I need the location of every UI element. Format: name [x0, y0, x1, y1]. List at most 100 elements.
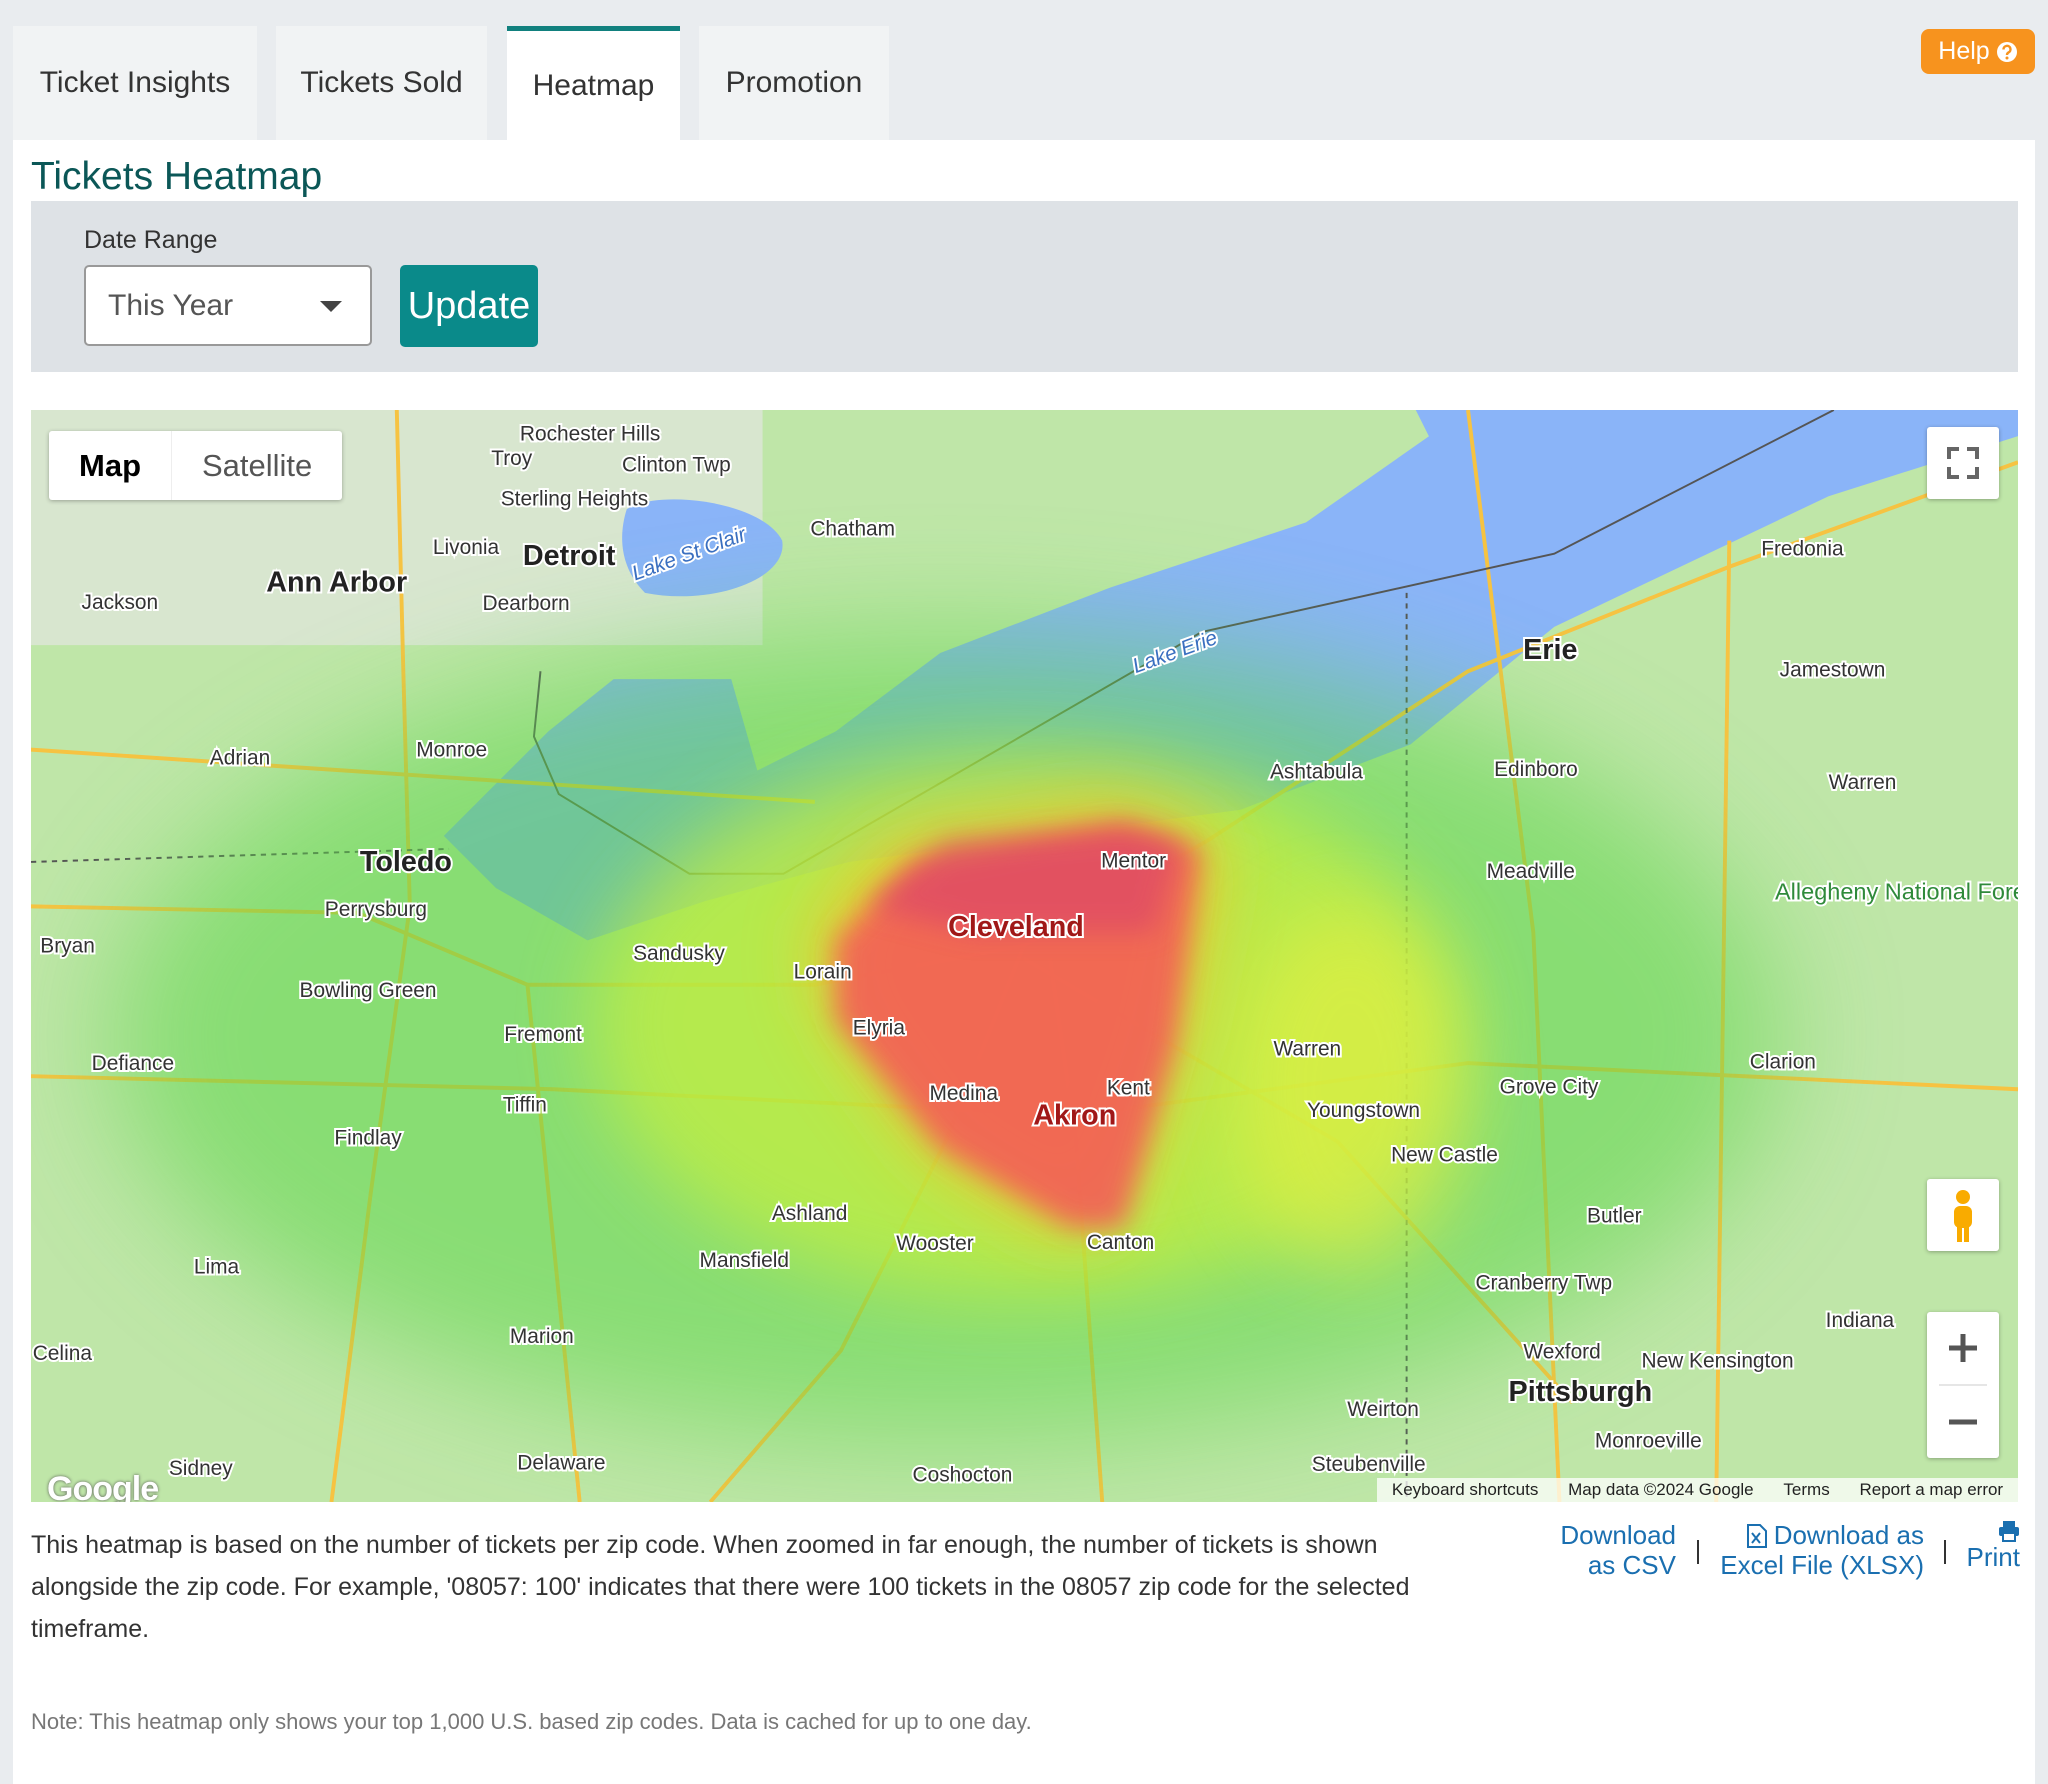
tab[interactable]: Ticket Insights	[13, 26, 257, 140]
download-csv[interactable]: Download as CSV	[1560, 1520, 1676, 1580]
map-type-map[interactable]: Map	[79, 447, 141, 483]
map-label: Erie	[1523, 634, 1577, 666]
page-title: Tickets Heatmap	[31, 155, 323, 198]
map-label: Mentor	[1101, 849, 1166, 872]
map-label: Fredonia	[1761, 537, 1844, 560]
map-label: Wooster	[896, 1232, 973, 1255]
footer-text: Map data ©2024 Google	[1568, 1480, 1754, 1499]
map-label: Cranberry Twp	[1475, 1271, 1612, 1294]
map-label: New Kensington	[1641, 1350, 1793, 1373]
help-label: Help	[1938, 37, 1990, 65]
pegman[interactable]	[1927, 1179, 1999, 1251]
date-range-select[interactable]: This Year	[84, 265, 372, 346]
zoom-in[interactable]	[1949, 1334, 1977, 1362]
fullscreen-icon	[1947, 447, 1979, 479]
map-label: Detroit	[523, 540, 616, 572]
excel-icon	[1747, 1524, 1767, 1548]
update-button[interactable]: Update	[400, 265, 538, 347]
map-label: Jamestown	[1780, 659, 1886, 682]
map-label: Bryan	[40, 934, 95, 957]
footer-link[interactable]: Terms	[1783, 1480, 1830, 1499]
map-label: Livonia	[433, 536, 500, 559]
map-footer: Keyboard shortcuts Map data ©2024 Google…	[1377, 1478, 2018, 1502]
map-label: Jackson	[82, 591, 159, 614]
map-type-satellite[interactable]: Satellite	[171, 431, 342, 500]
map-label: Warren	[1829, 771, 1897, 794]
download-xlsx-label: Download as Excel File (XLSX)	[1720, 1520, 1924, 1580]
map-label: Mansfield	[700, 1249, 789, 1272]
map-label: Monroeville	[1595, 1429, 1702, 1452]
download-xlsx[interactable]: Download as Excel File (XLSX)	[1718, 1520, 1924, 1580]
map-label: Sandusky	[633, 942, 725, 965]
map-label: Bowling Green	[300, 979, 437, 1002]
map-label: Monroe	[416, 738, 487, 761]
map-label: Chatham	[810, 518, 895, 541]
separator	[1944, 1540, 1946, 1564]
print-link[interactable]: Print	[1962, 1520, 2020, 1572]
map-label: Elyria	[853, 1017, 906, 1040]
tab[interactable]: Tickets Sold	[276, 26, 487, 140]
map-label: Cleveland	[948, 911, 1084, 943]
map-label: Kent	[1107, 1077, 1150, 1100]
map-label: Sterling Heights	[501, 488, 648, 511]
map-label: Pittsburgh	[1509, 1376, 1653, 1408]
map-label: Fremont	[504, 1023, 582, 1046]
zoom-icons	[1939, 1334, 1987, 1425]
map-label: Sidney	[169, 1457, 233, 1480]
map-label: Indiana	[1826, 1309, 1895, 1332]
map-label: Findlay	[334, 1126, 402, 1149]
footer-link[interactable]: Keyboard shortcuts	[1391, 1480, 1539, 1499]
map-label: Allegheny National Forest	[1775, 879, 2018, 905]
description: This heatmap is based on the number of t…	[31, 1531, 1410, 1643]
map-label: Grove City	[1500, 1075, 1599, 1098]
map-label: Ashland	[772, 1202, 848, 1225]
map-label: Youngstown	[1307, 1099, 1420, 1122]
help-icon	[1996, 41, 2017, 62]
google-logo: Google	[47, 1470, 159, 1502]
tab-active[interactable]: Heatmap	[507, 26, 680, 140]
map-label: Troy	[491, 447, 533, 470]
map-label: Wexford	[1523, 1341, 1600, 1364]
help-button[interactable]: Help	[1921, 29, 2035, 74]
map-label: Delaware	[517, 1452, 605, 1475]
map-label: Canton	[1087, 1231, 1154, 1254]
footer-link[interactable]: Report a map error	[1859, 1480, 2004, 1499]
map-label: Medina	[929, 1082, 998, 1105]
select-value: This Year	[108, 288, 234, 322]
heat-peak	[867, 827, 1181, 933]
map-label: Akron	[1033, 1099, 1116, 1131]
map-label: Lorain	[794, 960, 852, 983]
lake-st-clair	[622, 499, 783, 597]
map-label: Edinboro	[1494, 758, 1578, 781]
map-label: Butler	[1587, 1205, 1642, 1228]
map[interactable]: Rochester Hills Troy Clinton Twp Sterling H…	[31, 410, 2018, 1502]
heat-mid	[1232, 906, 1469, 1273]
fullscreen-button[interactable]	[1927, 427, 1999, 499]
map-label: Clinton Twp	[622, 454, 731, 477]
print-label: Print	[1966, 1542, 2020, 1572]
pegman-icon	[1954, 1190, 1972, 1242]
map-label: Steubenville	[1312, 1453, 1426, 1476]
tab[interactable]: Promotion	[699, 26, 889, 140]
map-label: Celina	[33, 1342, 93, 1365]
map-type-control: Map Satellite	[49, 431, 343, 500]
map-label: Meadville	[1487, 860, 1575, 883]
map-label: Marion	[510, 1325, 574, 1348]
print-icon	[1999, 1521, 2019, 1542]
lake-shore	[1415, 410, 1834, 474]
date-range-label: Date Range	[84, 226, 218, 254]
note: Note: This heatmap only shows your top 1…	[31, 1709, 1032, 1734]
map-label: Adrian	[210, 746, 270, 769]
map-label: Toledo	[360, 846, 452, 878]
map-label: Perrysburg	[325, 898, 427, 921]
map-label: Warren	[1273, 1038, 1341, 1061]
map-label: Defiance	[92, 1052, 174, 1075]
map-label: Tiffin	[503, 1094, 547, 1117]
map-label: Lima	[194, 1256, 240, 1279]
zoom-control	[1927, 1312, 1999, 1458]
map-label: Ashtabula	[1270, 761, 1363, 784]
map-label: Dearborn	[483, 592, 570, 615]
map-label: Clarion	[1750, 1051, 1816, 1074]
